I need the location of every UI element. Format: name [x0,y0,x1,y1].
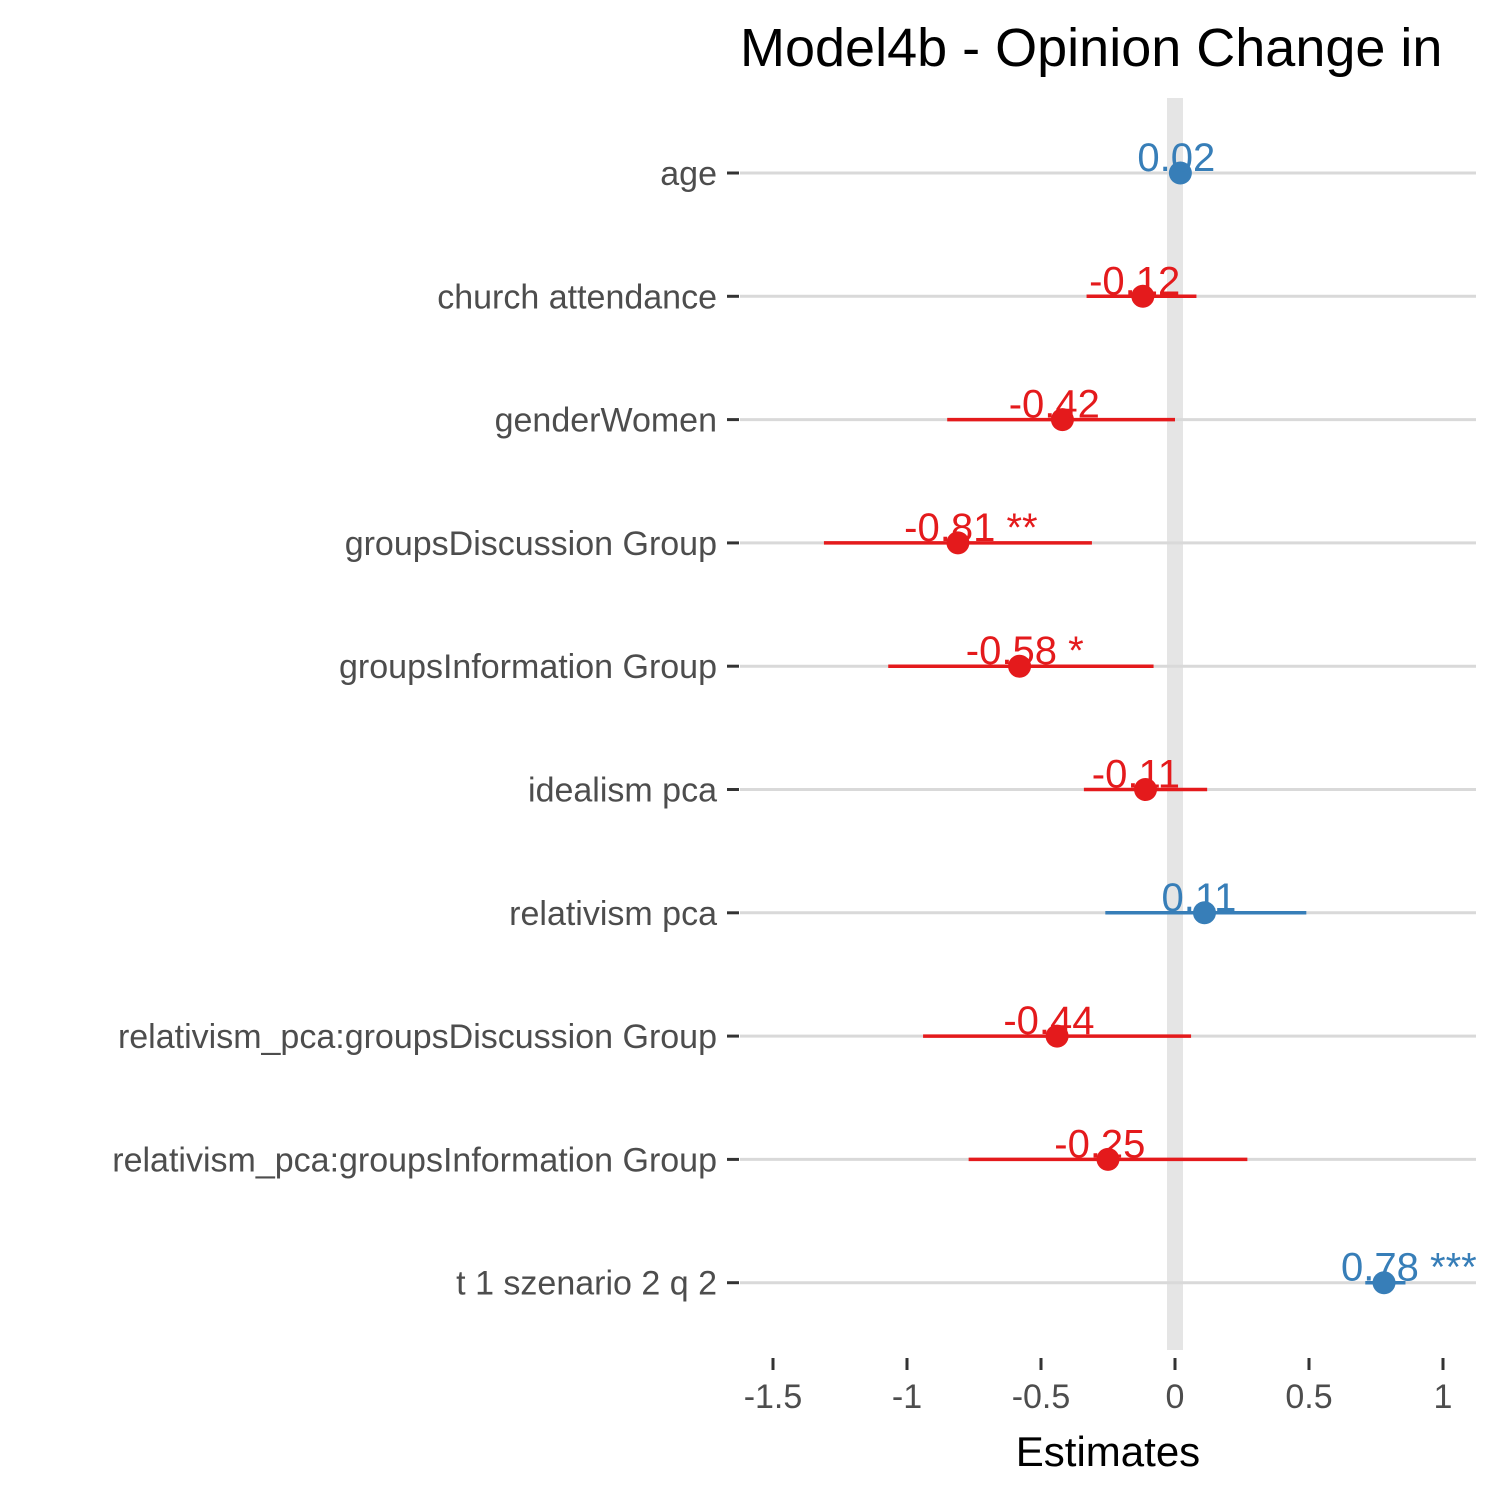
y-tick-label: relativism pca [509,895,717,933]
estimate-point [1168,161,1192,185]
x-axis-label: Estimates [1016,1428,1200,1475]
data-label: -0.44 [1003,999,1094,1043]
estimate-point [946,531,970,555]
y-tick-label: church attendance [437,278,717,316]
data-label: -0.42 [1009,383,1100,427]
data-label: -0.81 ** [904,506,1037,550]
y-tick-label: relativism_pca:groupsInformation Group [112,1141,717,1179]
y-tick-label: genderWomen [495,402,717,440]
x-tick-label: -1 [892,1378,922,1416]
estimate-point [1045,1024,1069,1048]
y-tick-label: groupsDiscussion Group [345,525,717,563]
x-tick-label: -1.5 [744,1378,803,1416]
data-label: -0.25 [1054,1122,1145,1166]
data-label: -0.12 [1089,259,1180,303]
data-label: 0.78 *** [1341,1246,1477,1290]
y-tick-label: idealism pca [528,772,717,810]
chart-title: Model4b - Opinion Change in [740,18,1442,78]
y-tick-label: t 1 szenario 2 q 2 [456,1265,717,1303]
y-tick-label: groupsInformation Group [339,648,717,686]
y-tick-label: age [660,155,717,193]
x-tick-label: -0.5 [1012,1378,1071,1416]
data-label: 0.02 [1137,136,1215,180]
estimate-point [1008,654,1032,678]
x-tick-label: 0.5 [1285,1378,1332,1416]
x-tick-label: 1 [1434,1378,1453,1416]
data-label: -0.11 [1092,753,1180,797]
estimate-point [1372,1271,1396,1295]
estimate-point [1134,778,1158,801]
x-tick-label: 0 [1166,1378,1185,1416]
data-label: -0.58 * [966,629,1084,673]
estimate-point [1131,284,1155,308]
estimate-point [1096,1147,1120,1171]
data-label: 0.11 [1161,876,1236,920]
estimate-point [1192,901,1216,925]
estimate-point [1050,408,1074,432]
y-tick-label: relativism_pca:groupsDiscussion Group [118,1018,717,1056]
